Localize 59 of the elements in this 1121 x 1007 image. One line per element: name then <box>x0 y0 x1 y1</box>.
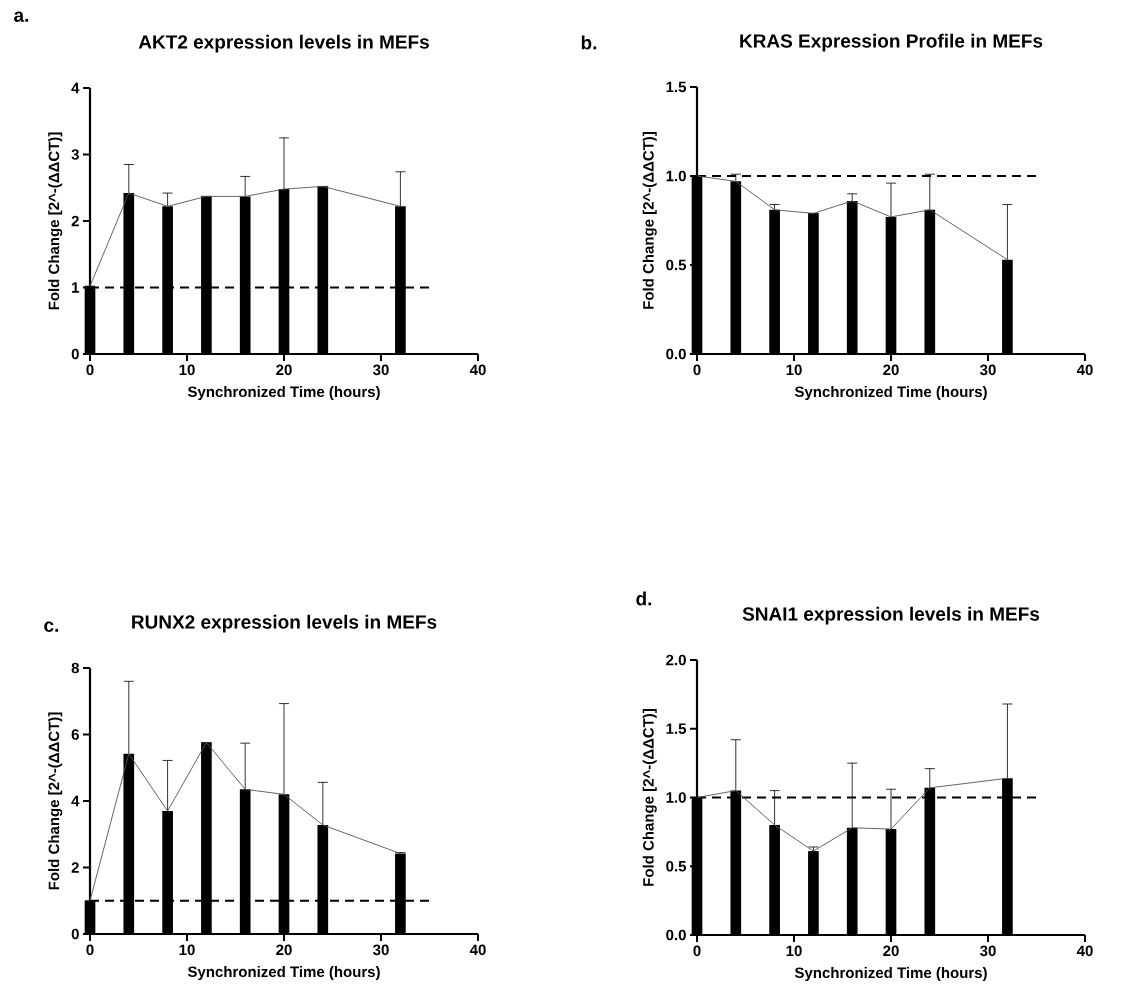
x-tick-label: 10 <box>786 945 802 957</box>
y-axis-title: Fold Change [2^-(ΔΔCT)] <box>48 132 63 310</box>
y-tick-label: 6 <box>71 729 79 740</box>
x-axis-title: Synchronized Time (hours) <box>794 386 987 401</box>
x-tick-label: 20 <box>883 364 899 376</box>
chart-title: RUNX2 expression levels in MEFs <box>132 614 437 633</box>
y-tick-label: 2 <box>71 215 79 227</box>
x-tick-label: 20 <box>276 364 292 376</box>
line-series <box>696 175 1008 261</box>
x-tick-label: 0 <box>86 944 94 956</box>
x-tick-label: 30 <box>980 945 996 957</box>
y-tick-label: 8 <box>71 662 79 674</box>
y-tick-label: 4 <box>71 795 80 807</box>
x-tick-label: 40 <box>469 944 486 956</box>
x-tick-label: 10 <box>179 364 195 376</box>
x-tick-label: 0 <box>693 945 701 957</box>
y-axis-title: Fold Change [2^-(ΔΔCT)] <box>48 712 63 890</box>
chart-title: KRAS Expression Profile in MEFs <box>740 33 1043 52</box>
x-axis-title: Synchronized Time (hours) <box>794 967 987 982</box>
x-axis-title: Synchronized Time (hours) <box>187 386 380 401</box>
y-tick-label: 0 <box>71 348 79 360</box>
text: a. <box>14 11 29 22</box>
y-tick-label: 4 <box>71 82 80 94</box>
y-tick-label: 0.0 <box>666 929 686 941</box>
x-tick-label: 0 <box>86 364 94 376</box>
x-tick-label: 40 <box>469 364 486 376</box>
x-tick-label: 10 <box>786 364 802 376</box>
x-tick-label: 20 <box>883 945 899 957</box>
x-tick-label: 30 <box>373 944 389 956</box>
y-tick-label: 0.0 <box>666 348 686 360</box>
x-axis-title: Synchronized Time (hours) <box>187 966 380 981</box>
y-tick-label: 1.0 <box>666 170 686 182</box>
y-tick-label: 0.5 <box>666 860 687 872</box>
text: c. <box>44 621 59 632</box>
y-tick-label: 1.5 <box>666 81 687 93</box>
x-tick-label: 30 <box>980 364 996 376</box>
line-series <box>696 777 1008 852</box>
x-tick-label: 20 <box>276 944 292 956</box>
line-series <box>89 742 401 902</box>
x-tick-label: 10 <box>179 944 195 956</box>
chart-title: SNAI1 expression levels in MEFs <box>742 606 1040 625</box>
x-tick-label: 0 <box>693 364 701 376</box>
y-axis-title: Fold Change [2^-(ΔΔCT)] <box>642 132 657 309</box>
text: b. <box>581 35 597 50</box>
x-tick-label: 40 <box>1076 364 1093 376</box>
y-tick-label: 2.0 <box>666 654 686 666</box>
y-tick-label: 2 <box>71 862 79 873</box>
line-series <box>89 185 401 287</box>
y-tick-label: 0 <box>71 928 79 940</box>
y-tick-label: 1.5 <box>666 723 687 734</box>
text: d. <box>636 591 652 606</box>
chart-title: AKT2 expression levels in MEFs <box>138 34 429 53</box>
y-tick-label: 3 <box>71 149 79 160</box>
x-tick-label: 30 <box>373 364 389 376</box>
x-tick-label: 40 <box>1076 945 1093 957</box>
y-axis-title: Fold Change [2^-(ΔΔCT)] <box>642 709 657 886</box>
y-tick-label: 1.0 <box>666 792 686 803</box>
y-tick-label: 0.5 <box>666 259 687 271</box>
y-tick-label: 1 <box>72 282 80 293</box>
